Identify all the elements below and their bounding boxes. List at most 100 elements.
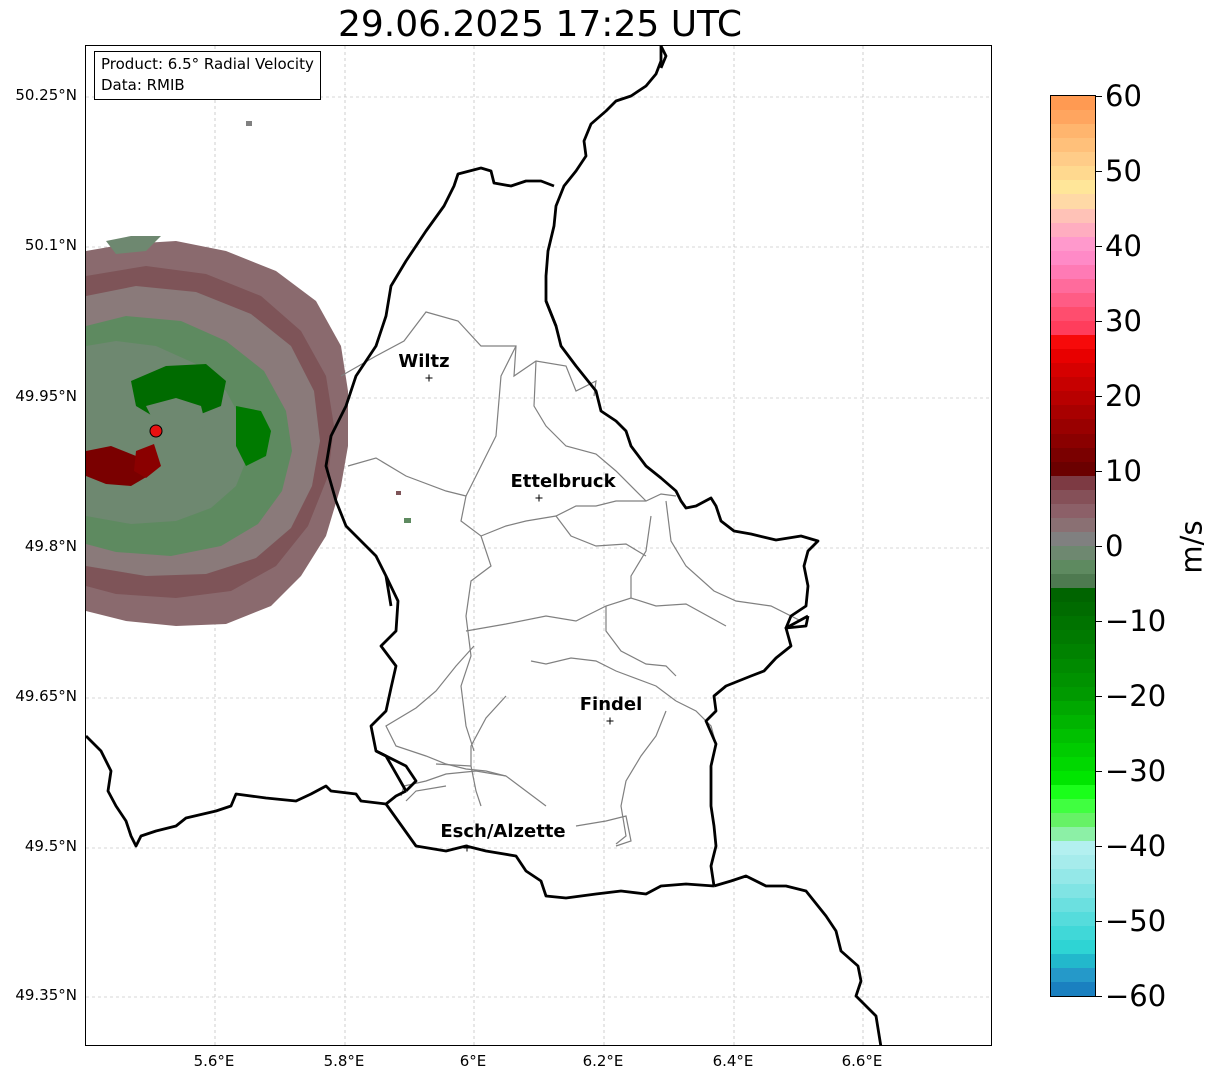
colorbar-segment <box>1051 194 1095 209</box>
colorbar-tick-label: −20 <box>1105 679 1167 713</box>
colorbar-tick <box>1096 321 1102 322</box>
colorbar-tick <box>1096 396 1102 397</box>
colorbar-segment <box>1051 686 1095 701</box>
lon-label: 5.8°E <box>323 1052 365 1070</box>
city-marker-ettelbruck <box>535 494 543 502</box>
city-marker-wiltz <box>425 374 433 382</box>
colorbar-tick-label: 10 <box>1105 454 1142 488</box>
info-box: Product: 6.5° Radial Velocity Data: RMIB <box>94 51 321 100</box>
lat-label: 50.1°N <box>24 236 77 254</box>
colorbar-tick-label: −40 <box>1105 829 1167 863</box>
colorbar-tick <box>1096 771 1102 772</box>
country-borders <box>86 46 883 1045</box>
colorbar-segment <box>1051 813 1095 828</box>
colorbar-segment <box>1051 967 1095 982</box>
colorbar-segment <box>1051 335 1095 350</box>
colorbar-tick-label: 50 <box>1105 154 1142 188</box>
colorbar-segment <box>1051 264 1095 279</box>
colorbar-tick-label: −50 <box>1105 904 1167 938</box>
colorbar-segment <box>1051 546 1095 561</box>
colorbar-tick <box>1096 621 1102 622</box>
colorbar-segment <box>1051 574 1095 589</box>
colorbar-tick-label: 30 <box>1105 304 1142 338</box>
colorbar <box>1050 95 1096 997</box>
colorbar-segment <box>1051 756 1095 771</box>
colorbar-segment <box>1051 503 1095 518</box>
colorbar-segment <box>1051 742 1095 757</box>
colorbar-segment <box>1051 306 1095 321</box>
colorbar-segment <box>1051 785 1095 800</box>
colorbar-segment <box>1051 152 1095 167</box>
lon-label: 6.4°E <box>712 1052 754 1070</box>
colorbar-segment <box>1051 363 1095 378</box>
colorbar-segment <box>1051 883 1095 898</box>
colorbar-tick-label: −60 <box>1105 979 1167 1013</box>
colorbar-segment <box>1051 953 1095 968</box>
colorbar-tick <box>1096 246 1102 247</box>
colorbar-segment <box>1051 321 1095 336</box>
colorbar-segment <box>1051 531 1095 546</box>
map-panel[interactable] <box>85 45 992 1046</box>
colorbar-tick-label: −10 <box>1105 604 1167 638</box>
colorbar-segment <box>1051 475 1095 490</box>
canton-borders <box>340 311 802 847</box>
colorbar-tick <box>1096 846 1102 847</box>
lat-label: 49.5°N <box>24 837 77 855</box>
city-label-ettelbruck: Ettelbruck <box>510 471 616 492</box>
colorbar-segment <box>1051 855 1095 870</box>
colorbar-segment <box>1051 588 1095 603</box>
colorbar-segment <box>1051 925 1095 940</box>
colorbar-segment <box>1051 180 1095 195</box>
lat-label: 49.35°N <box>15 986 77 1004</box>
colorbar-segment <box>1051 461 1095 476</box>
colorbar-tick-label: −30 <box>1105 754 1167 788</box>
colorbar-segment <box>1051 236 1095 251</box>
lat-label: 49.8°N <box>24 537 77 555</box>
colorbar-tick <box>1096 696 1102 697</box>
lon-label: 5.6°E <box>193 1052 235 1070</box>
colorbar-segment <box>1051 419 1095 434</box>
colorbar-segment <box>1051 222 1095 237</box>
colorbar-segment <box>1051 166 1095 181</box>
city-marker-esch <box>463 844 471 852</box>
colorbar-segment <box>1051 602 1095 617</box>
colorbar-segment <box>1051 250 1095 265</box>
colorbar-tick-label: 60 <box>1105 79 1142 113</box>
colorbar-tick <box>1096 921 1102 922</box>
colorbar-segment <box>1051 124 1095 139</box>
colorbar-segment <box>1051 560 1095 575</box>
city-label-esch: Esch/Alzette <box>440 821 566 842</box>
colorbar-segment <box>1051 110 1095 125</box>
colorbar-segment <box>1051 672 1095 687</box>
lon-label: 6°E <box>459 1052 487 1070</box>
colorbar-segment <box>1051 771 1095 786</box>
colorbar-segment <box>1051 349 1095 364</box>
colorbar-segment <box>1051 433 1095 448</box>
colorbar-tick-label: 20 <box>1105 379 1142 413</box>
colorbar-segment <box>1051 208 1095 223</box>
map-canvas <box>86 46 991 1045</box>
colorbar-segment <box>1051 981 1095 996</box>
data-source-label: Data: RMIB <box>101 76 185 94</box>
city-label-findel: Findel <box>579 694 643 715</box>
colorbar-segment <box>1051 447 1095 462</box>
colorbar-segment <box>1051 630 1095 645</box>
colorbar-segment <box>1051 489 1095 504</box>
colorbar-tick-label: 0 <box>1105 529 1124 563</box>
colorbar-tick <box>1096 471 1102 472</box>
map-title: 29.06.2025 17:25 UTC <box>337 4 743 45</box>
colorbar-segment <box>1051 714 1095 729</box>
colorbar-tick <box>1096 546 1102 547</box>
colorbar-segment <box>1051 278 1095 293</box>
colorbar-segment <box>1051 405 1095 420</box>
colorbar-unit: m/s <box>1174 520 1207 574</box>
colorbar-segment <box>1051 869 1095 884</box>
colorbar-segment <box>1051 377 1095 392</box>
lon-label: 6.2°E <box>582 1052 624 1070</box>
colorbar-segment <box>1051 897 1095 912</box>
colorbar-segment <box>1051 728 1095 743</box>
colorbar-segment <box>1051 96 1095 111</box>
colorbar-segment <box>1051 138 1095 153</box>
colorbar-segment <box>1051 517 1095 532</box>
colorbar-segment <box>1051 841 1095 856</box>
